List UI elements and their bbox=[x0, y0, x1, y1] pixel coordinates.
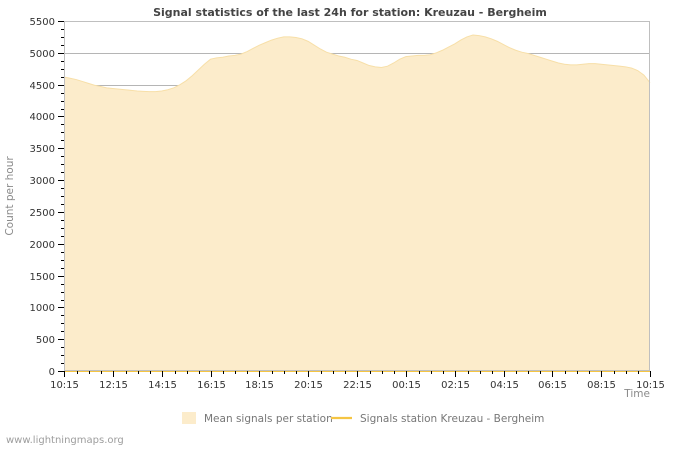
x-tick-label: 10:15 bbox=[50, 380, 79, 391]
x-tick-label: 02:15 bbox=[441, 380, 470, 391]
y-tick-label: 500 bbox=[36, 335, 55, 346]
x-tick-label: 04:15 bbox=[490, 380, 519, 391]
y-axis-ticks bbox=[58, 21, 64, 372]
y-tick-label: 1000 bbox=[30, 303, 55, 314]
y-tick-label: 3500 bbox=[30, 144, 55, 155]
y-axis-tick-labels: 0 500 1000 1500 2000 2500 3000 3500 4000 4500 5000… bbox=[30, 17, 55, 378]
x-axis-tick-labels: 10:15 12:15 14:15 16:15 18:15 20:15 22:15 00:15… bbox=[50, 380, 665, 391]
x-tick-label: 18:15 bbox=[245, 380, 274, 391]
y-tick-label: 3000 bbox=[30, 176, 55, 187]
legend-area-swatch-icon bbox=[182, 412, 196, 424]
x-tick-label: 08:15 bbox=[587, 380, 616, 391]
x-axis-label: Time bbox=[623, 388, 650, 400]
x-tick-label: 12:15 bbox=[99, 380, 128, 391]
y-tick-label: 5500 bbox=[30, 17, 55, 28]
x-tick-label: 06:15 bbox=[538, 380, 567, 391]
y-axis-label: Count per hour bbox=[4, 156, 16, 236]
watermark: www.lightningmaps.org bbox=[6, 435, 124, 446]
x-axis-ticks bbox=[64, 371, 651, 377]
y-tick-label: 0 bbox=[49, 367, 55, 378]
y-tick-label: 2000 bbox=[30, 240, 55, 251]
area-series-mean-signals bbox=[64, 35, 650, 371]
legend-item-mean-signals: Mean signals per station bbox=[204, 413, 333, 425]
y-tick-label: 5000 bbox=[30, 49, 55, 60]
y-tick-label: 1500 bbox=[30, 272, 55, 283]
x-tick-label: 22:15 bbox=[343, 380, 372, 391]
y-tick-label: 2500 bbox=[30, 208, 55, 219]
area-series-edge bbox=[63, 34, 651, 93]
y-tick-label: 4500 bbox=[30, 81, 55, 92]
x-tick-label: 10:15 bbox=[636, 380, 665, 391]
legend-item-station-signals: Signals station Kreuzau - Bergheim bbox=[360, 413, 544, 425]
x-tick-label: 16:15 bbox=[197, 380, 226, 391]
x-tick-label: 20:15 bbox=[294, 380, 323, 391]
x-tick-label: 00:15 bbox=[392, 380, 421, 391]
x-tick-label: 14:15 bbox=[148, 380, 177, 391]
page-title: Signal statistics of the last 24h for st… bbox=[153, 6, 547, 19]
y-tick-label: 4000 bbox=[30, 112, 55, 123]
plot-border bbox=[64, 21, 650, 371]
chart-legend: Mean signals per station Signals station… bbox=[182, 412, 544, 425]
